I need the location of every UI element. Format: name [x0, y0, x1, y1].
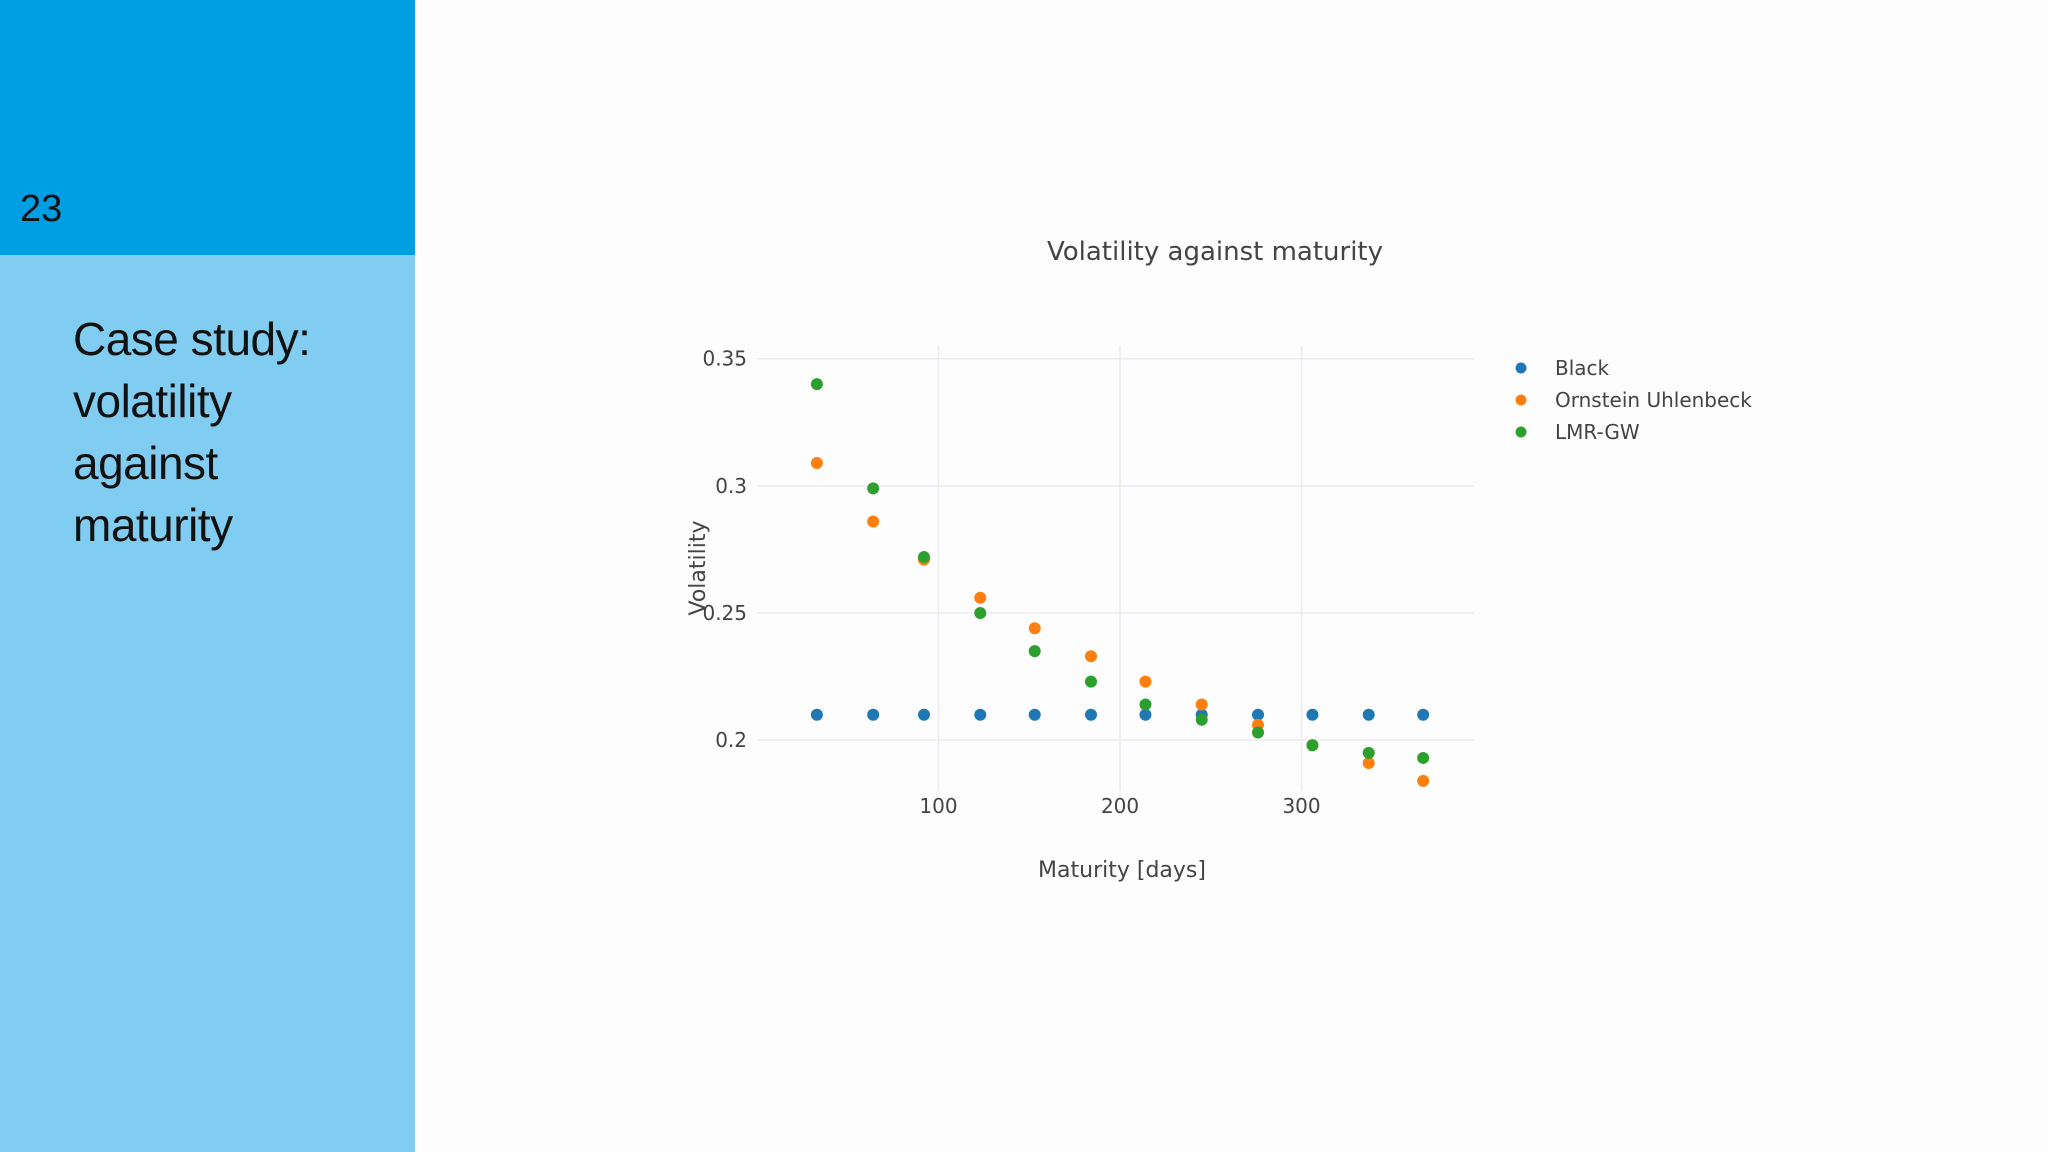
legend-marker	[1515, 394, 1527, 406]
legend: Black Ornstein Uhlenbeck LMR-GW	[1515, 356, 1752, 444]
y-tick-label: 0.2	[715, 728, 747, 752]
data-point	[867, 515, 880, 528]
data-point	[1306, 708, 1319, 721]
y-tick-label: 0.25	[702, 601, 747, 625]
data-point	[1417, 774, 1430, 787]
data-point	[1251, 708, 1264, 721]
legend-marker	[1515, 426, 1527, 438]
data-point	[1251, 726, 1264, 739]
data-point	[974, 607, 987, 619]
data-point	[1195, 713, 1208, 726]
data-point	[1139, 675, 1152, 688]
data-point	[1362, 757, 1375, 770]
y-axis-title: Volatility	[686, 520, 711, 615]
data-point	[810, 378, 823, 391]
sidebar-top-panel: 23	[0, 0, 415, 255]
x-tick-label: 300	[1282, 794, 1320, 818]
data-point	[1306, 739, 1319, 752]
data-point	[1028, 645, 1041, 658]
data-point	[1417, 751, 1430, 764]
data-point	[1028, 622, 1041, 635]
legend-label: LMR-GW	[1555, 420, 1640, 444]
chart-title: Volatility against maturity	[1047, 237, 1383, 267]
data-point	[917, 551, 930, 564]
slide-title-line: Case study:	[73, 313, 311, 365]
sidebar-bottom-panel	[0, 255, 415, 1152]
data-point	[1362, 708, 1375, 721]
data-point	[974, 591, 987, 604]
x-tick-label: 100	[919, 794, 957, 818]
data-point	[1362, 746, 1375, 759]
tick-labels: 100 200 300 0.2 0.25 0.3 0.35	[702, 347, 1320, 818]
data-point	[974, 708, 987, 721]
slide-number: 23	[20, 188, 63, 230]
data-point	[1028, 708, 1041, 721]
slide-title-line: against	[73, 437, 218, 489]
data-point	[1084, 708, 1097, 721]
slide-title-line: maturity	[73, 499, 233, 551]
x-axis-title: Maturity [days]	[1038, 858, 1206, 883]
data-point	[867, 708, 880, 721]
data-point	[810, 708, 823, 721]
data-point	[810, 456, 823, 469]
data-point	[1084, 675, 1097, 688]
data-point	[1084, 650, 1097, 663]
data-point	[917, 708, 930, 721]
data-point	[1195, 698, 1208, 711]
data-points	[810, 378, 1430, 787]
data-point	[1139, 708, 1152, 721]
y-tick-label: 0.3	[715, 474, 747, 498]
legend-marker	[1515, 362, 1527, 374]
data-point	[1417, 708, 1430, 721]
legend-label: Ornstein Uhlenbeck	[1555, 388, 1752, 412]
x-tick-label: 200	[1101, 794, 1139, 818]
data-point	[1139, 698, 1152, 711]
slide-title: Case study: volatility against maturity	[73, 308, 393, 556]
grid-lines	[757, 346, 1474, 791]
legend-label: Black	[1555, 356, 1610, 380]
data-point	[867, 482, 880, 495]
y-tick-label: 0.35	[702, 347, 747, 371]
slide-title-line: volatility	[73, 375, 232, 427]
